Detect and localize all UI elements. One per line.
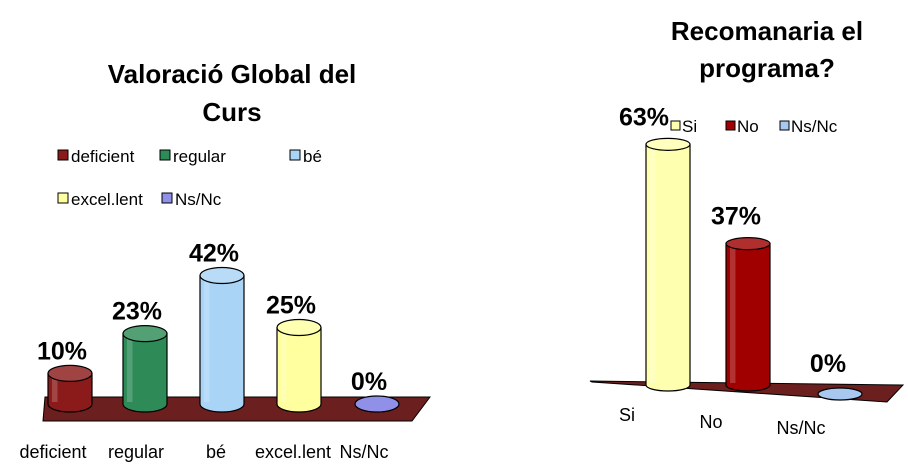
chart-valoracio-global: Valoració Global del Curs deficient regul… [19,59,431,462]
chart2-value-label: 63% [619,103,669,131]
chart1-category-label: deficient [19,442,86,462]
chart2-legend-label: No [737,117,759,136]
chart1-legend-label: excel.lent [71,190,143,209]
chart1-legend-swatch [57,149,69,161]
chart1-title-line2: Curs [202,97,261,127]
chart1-legend-swatch [159,149,171,161]
chart1-legend-swatch [161,192,173,204]
chart1-title-line1: Valoració Global del [108,59,357,89]
chart2-bars: 63% 37% 0% [619,103,863,401]
chart1-value-label: 23% [112,298,162,326]
chart2-category-labels: Si No Ns/Nc [619,405,826,438]
chart1-legend-swatch [57,192,69,204]
chart2-category-label: Si [619,405,635,425]
chart2-bar [725,237,771,392]
chart2-bar [817,387,863,401]
chart2-legend: Si No Ns/Nc [670,117,838,136]
chart1-category-labels: deficient regular bé excel.lent Ns/Nc [19,442,388,462]
chart1-value-label: 25% [266,292,316,320]
chart1-bars: 10% 23% 42% 25% 0% [37,239,400,413]
chart1-category-label: excel.lent [255,442,331,462]
chart1-bar [199,266,245,413]
chart1-legend-label: Ns/Nc [175,190,222,209]
chart1-legend-label: regular [173,147,226,166]
chart1-legend-label: deficient [71,147,135,166]
chart1-legend: deficient regular bé excel.lent Ns/Nc [57,147,322,209]
chart2-value-label: 0% [810,350,846,378]
chart1-value-label: 42% [189,239,239,267]
chart2-title-line2: programa? [699,53,835,83]
chart2-legend-label: Si [682,117,697,136]
chart2-legend-swatch [725,120,736,131]
chart1-bar [276,318,322,413]
chart1-value-label: 10% [37,337,87,365]
chart1-legend-label: bé [303,147,322,166]
chart1-bar [354,395,400,413]
chart1-legend-swatch [289,149,301,161]
chart1-bar [122,325,168,413]
chart1-category-label: Ns/Nc [340,442,389,462]
chart1-bar [47,364,93,413]
chart1-category-label: regular [108,442,164,462]
chart2-legend-swatch [779,120,790,131]
chart-recomanaria: Recomanaria el programa? 63% 37% 0% Si No Ns… [589,16,905,438]
chart2-bar [645,137,691,392]
chart2-legend-swatch [670,120,681,131]
chart2-title-line1: Recomanaria el [671,16,863,46]
chart2-legend-label: Ns/Nc [791,117,838,136]
chart1-category-label: bé [206,442,226,462]
chart1-value-label: 0% [351,368,387,396]
chart2-category-label: Ns/Nc [777,418,826,438]
chart2-value-label: 37% [711,203,761,231]
chart2-category-label: No [699,412,722,432]
